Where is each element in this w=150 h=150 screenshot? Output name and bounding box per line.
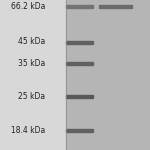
Text: 35 kDa: 35 kDa	[18, 59, 45, 68]
Bar	[66, 0, 150, 150]
Bar	[66, 129, 93, 132]
Bar	[66, 62, 93, 65]
Bar	[66, 95, 93, 98]
Bar	[99, 5, 132, 8]
Text: 45 kDa: 45 kDa	[18, 38, 45, 46]
Text: 66.2 kDa: 66.2 kDa	[11, 2, 45, 11]
Text: 25 kDa: 25 kDa	[18, 92, 45, 101]
Text: 18.4 kDa: 18.4 kDa	[11, 126, 45, 135]
Bar	[0, 0, 66, 150]
Bar	[66, 40, 93, 43]
Bar	[66, 5, 93, 8]
